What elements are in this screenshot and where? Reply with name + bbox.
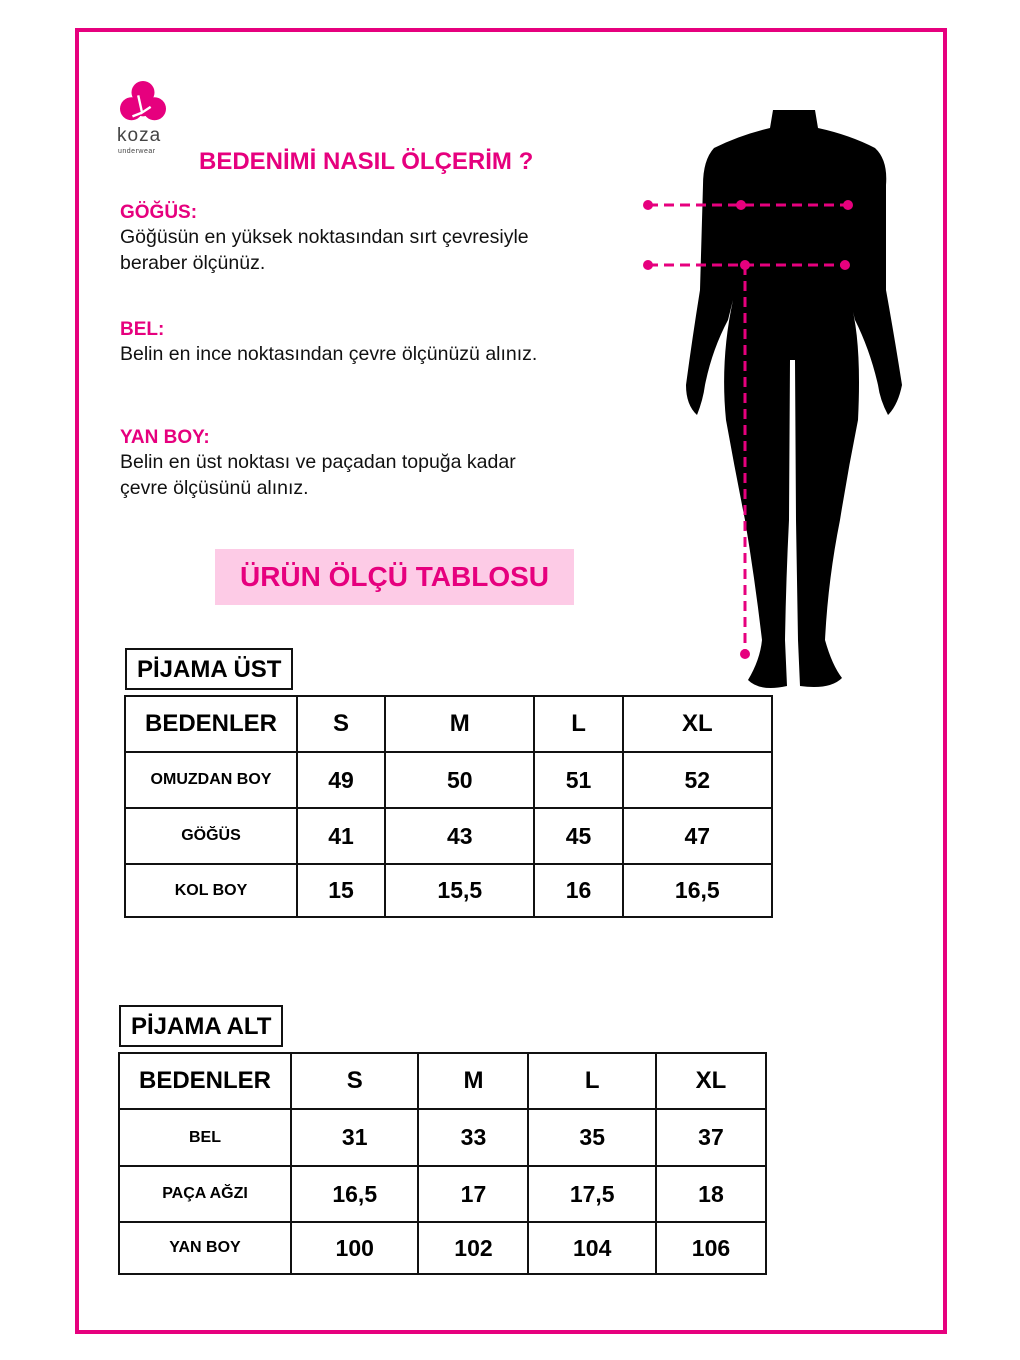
cell: 35	[527, 1108, 657, 1167]
cell: 47	[621, 807, 774, 865]
pijama-alt-label: PİJAMA ALT	[119, 1005, 284, 1047]
koza-logo-icon	[118, 80, 168, 131]
cell: 106	[654, 1221, 768, 1275]
table-row: GÖĞÜS 41 43 45 47	[124, 807, 774, 865]
cell: 102	[417, 1221, 530, 1275]
section-gogus: GÖĞÜS: Göğüsün en yüksek noktasından sır…	[120, 202, 529, 276]
row-header: BEL	[118, 1108, 292, 1167]
brand-name: koza	[117, 125, 162, 146]
header-cell: BEDENLER	[118, 1052, 292, 1110]
pijama-ust-label: PİJAMA ÜST	[125, 648, 294, 690]
table-row: BEL 31 33 35 37	[118, 1108, 768, 1167]
cell: 49	[295, 751, 387, 809]
section-text: Belin en ince noktasından çevre ölçünüzü…	[120, 343, 538, 365]
table-row: PAÇA AĞZI 16,5 17 17,5 18	[118, 1165, 768, 1223]
table-row: YAN BOY 100 102 104 106	[118, 1221, 768, 1275]
header-cell: M	[417, 1052, 530, 1110]
cell: 17,5	[527, 1165, 657, 1223]
cell: 33	[417, 1108, 530, 1167]
cell: 51	[533, 751, 624, 809]
table-header-row: BEDENLER S M L XL	[124, 695, 774, 753]
page-title: BEDENİMİ NASIL ÖLÇERİM ?	[199, 148, 534, 175]
section-text: Belin en üst noktası ve paçadan topuğa k…	[120, 451, 516, 473]
cell: 37	[654, 1108, 768, 1167]
cell: 31	[289, 1108, 420, 1167]
section-heading: YAN BOY:	[120, 427, 210, 448]
section-bel: BEL: Belin en ince noktasından çevre ölç…	[120, 319, 537, 367]
row-header: GÖĞÜS	[124, 807, 298, 865]
row-header: PAÇA AĞZI	[118, 1165, 292, 1223]
cell: 45	[533, 807, 624, 865]
pijama-alt-size-table: BEDENLER S M L XL BEL 31 33 35 37 PAÇA A…	[118, 1052, 768, 1275]
header-cell: S	[289, 1052, 420, 1110]
table-row: OMUZDAN BOY 49 50 51 52	[124, 751, 774, 809]
header-cell: BEDENLER	[124, 695, 298, 753]
header-cell: L	[527, 1052, 657, 1110]
cell: 15	[295, 863, 387, 918]
header-cell: XL	[621, 695, 774, 753]
cell: 41	[295, 807, 387, 865]
brand-tagline: underwear	[118, 148, 156, 155]
cell: 52	[621, 751, 774, 809]
cell: 16,5	[621, 863, 774, 918]
cell: 16	[533, 863, 624, 918]
row-header: OMUZDAN BOY	[124, 751, 298, 809]
header-cell: XL	[654, 1052, 768, 1110]
header-cell: M	[384, 695, 536, 753]
product-size-table-banner: ÜRÜN ÖLÇÜ TABLOSU	[215, 549, 574, 605]
pijama-ust-size-table: BEDENLER S M L XL OMUZDAN BOY 49 50 51 5…	[124, 695, 774, 918]
section-heading: GÖĞÜS:	[120, 202, 198, 223]
cell: 100	[289, 1221, 420, 1275]
page-border	[75, 28, 947, 1334]
cell: 18	[654, 1165, 768, 1223]
section-yan-boy: YAN BOY: Belin en üst noktası ve paçadan…	[120, 427, 516, 501]
cell: 104	[527, 1221, 657, 1275]
body-silhouette-icon	[640, 105, 910, 700]
section-text: Göğüsün en yüksek noktasından sırt çevre…	[120, 226, 529, 248]
row-header: KOL BOY	[124, 863, 298, 918]
section-text: beraber ölçünüz.	[120, 252, 266, 274]
table-header-row: BEDENLER S M L XL	[118, 1052, 768, 1110]
row-header: YAN BOY	[118, 1221, 292, 1275]
table-row: KOL BOY 15 15,5 16 16,5	[124, 863, 774, 918]
cell: 43	[384, 807, 536, 865]
cell: 16,5	[289, 1165, 420, 1223]
cell: 50	[384, 751, 536, 809]
header-cell: S	[295, 695, 387, 753]
header-cell: L	[533, 695, 624, 753]
cell: 17	[417, 1165, 530, 1223]
section-heading: BEL:	[120, 319, 165, 340]
section-text: çevre ölçüsünü alınız.	[120, 477, 309, 499]
cell: 15,5	[384, 863, 536, 918]
